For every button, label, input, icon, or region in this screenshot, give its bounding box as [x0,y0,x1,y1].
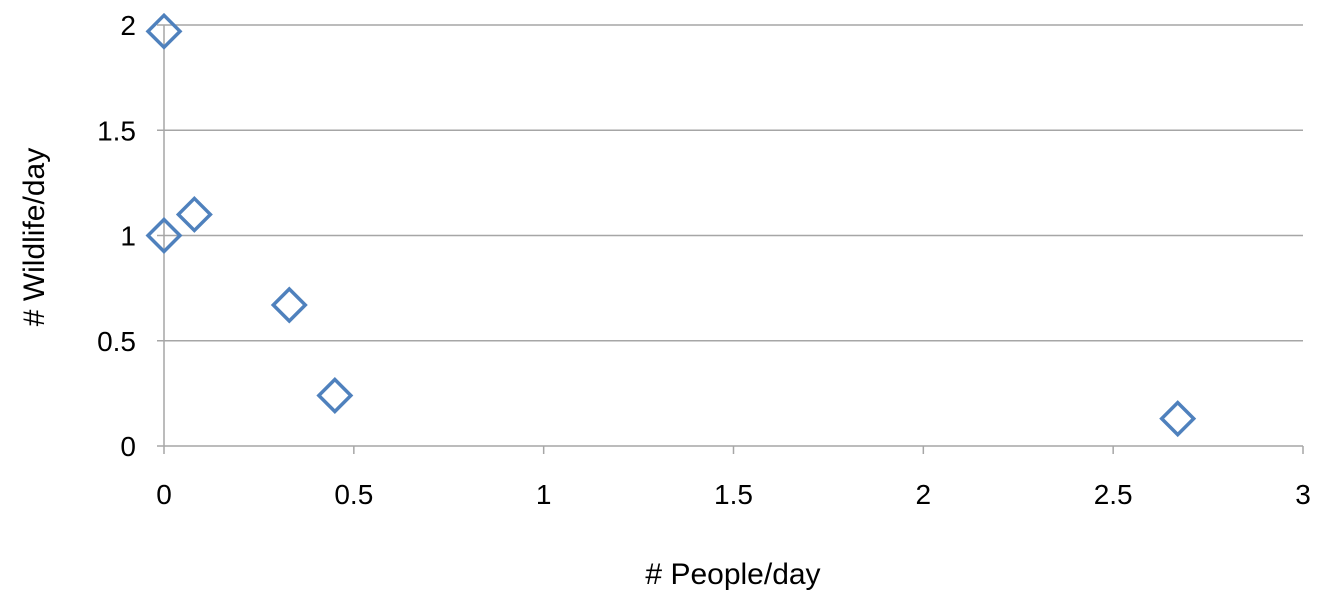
y-tick-label: 0.5 [97,326,136,357]
data-point-diamond [316,377,354,414]
data-points [145,12,1197,438]
data-point-diamond [145,12,183,50]
x-tick-label: 3 [1295,479,1311,510]
y-tick-label: 2 [120,10,136,41]
x-tick-label: 0 [156,479,172,510]
y-tick-label: 1.5 [97,115,136,146]
data-point-diamond [175,195,213,233]
x-tick-label: 2.5 [1094,479,1133,510]
data-point-diamond [270,286,308,324]
x-tick-label: 2 [916,479,932,510]
y-axis-title: # Wildlife/day [18,148,51,326]
gridlines [164,24,1303,342]
data-point-diamond [1159,400,1197,438]
x-tick-label: 1 [536,479,552,510]
x-tick-label: 1.5 [714,479,753,510]
x-tick-label: 0.5 [334,479,373,510]
data-point-diamond [145,217,183,254]
axes [157,24,1304,454]
y-tick-label: 0 [120,431,136,462]
tick-labels: 0 0.5 1 1.5 2 0 0.5 1 1.5 2 2.5 3 [97,10,1311,510]
y-tick-label: 1 [120,221,136,252]
x-axis-title: # People/day [645,558,820,591]
